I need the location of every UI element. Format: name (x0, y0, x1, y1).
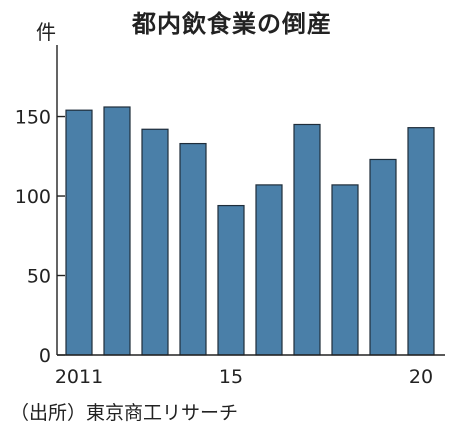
x-tick-label-20: 20 (409, 366, 433, 388)
bar-2018 (331, 184, 359, 356)
y-tick-label-150: 150 (15, 107, 51, 129)
source-note: （出所）東京商工リサーチ (10, 402, 239, 424)
bar-2011 (65, 109, 93, 356)
x-tick-label-15: 15 (219, 366, 243, 388)
bar-2017 (293, 123, 321, 356)
bar-2019 (369, 158, 397, 356)
bar-2013 (141, 128, 169, 356)
x-tick-label-2011: 2011 (55, 366, 103, 388)
y-axis-unit-label: 件 (36, 20, 56, 44)
y-tick-label-0: 0 (39, 345, 51, 367)
bar-15 (217, 204, 245, 356)
axes-group: 2011 15 20 0 50 100 150 (15, 45, 445, 388)
bar-2014 (179, 142, 207, 356)
y-tick-label-100: 100 (15, 186, 51, 208)
bar-2012 (103, 106, 131, 356)
bar-2016 (255, 184, 283, 356)
bars-group (65, 106, 435, 356)
y-tick-label-50: 50 (27, 266, 51, 288)
chart-title: 都内飲食業の倒産 (132, 10, 332, 38)
bar-20 (407, 127, 435, 356)
